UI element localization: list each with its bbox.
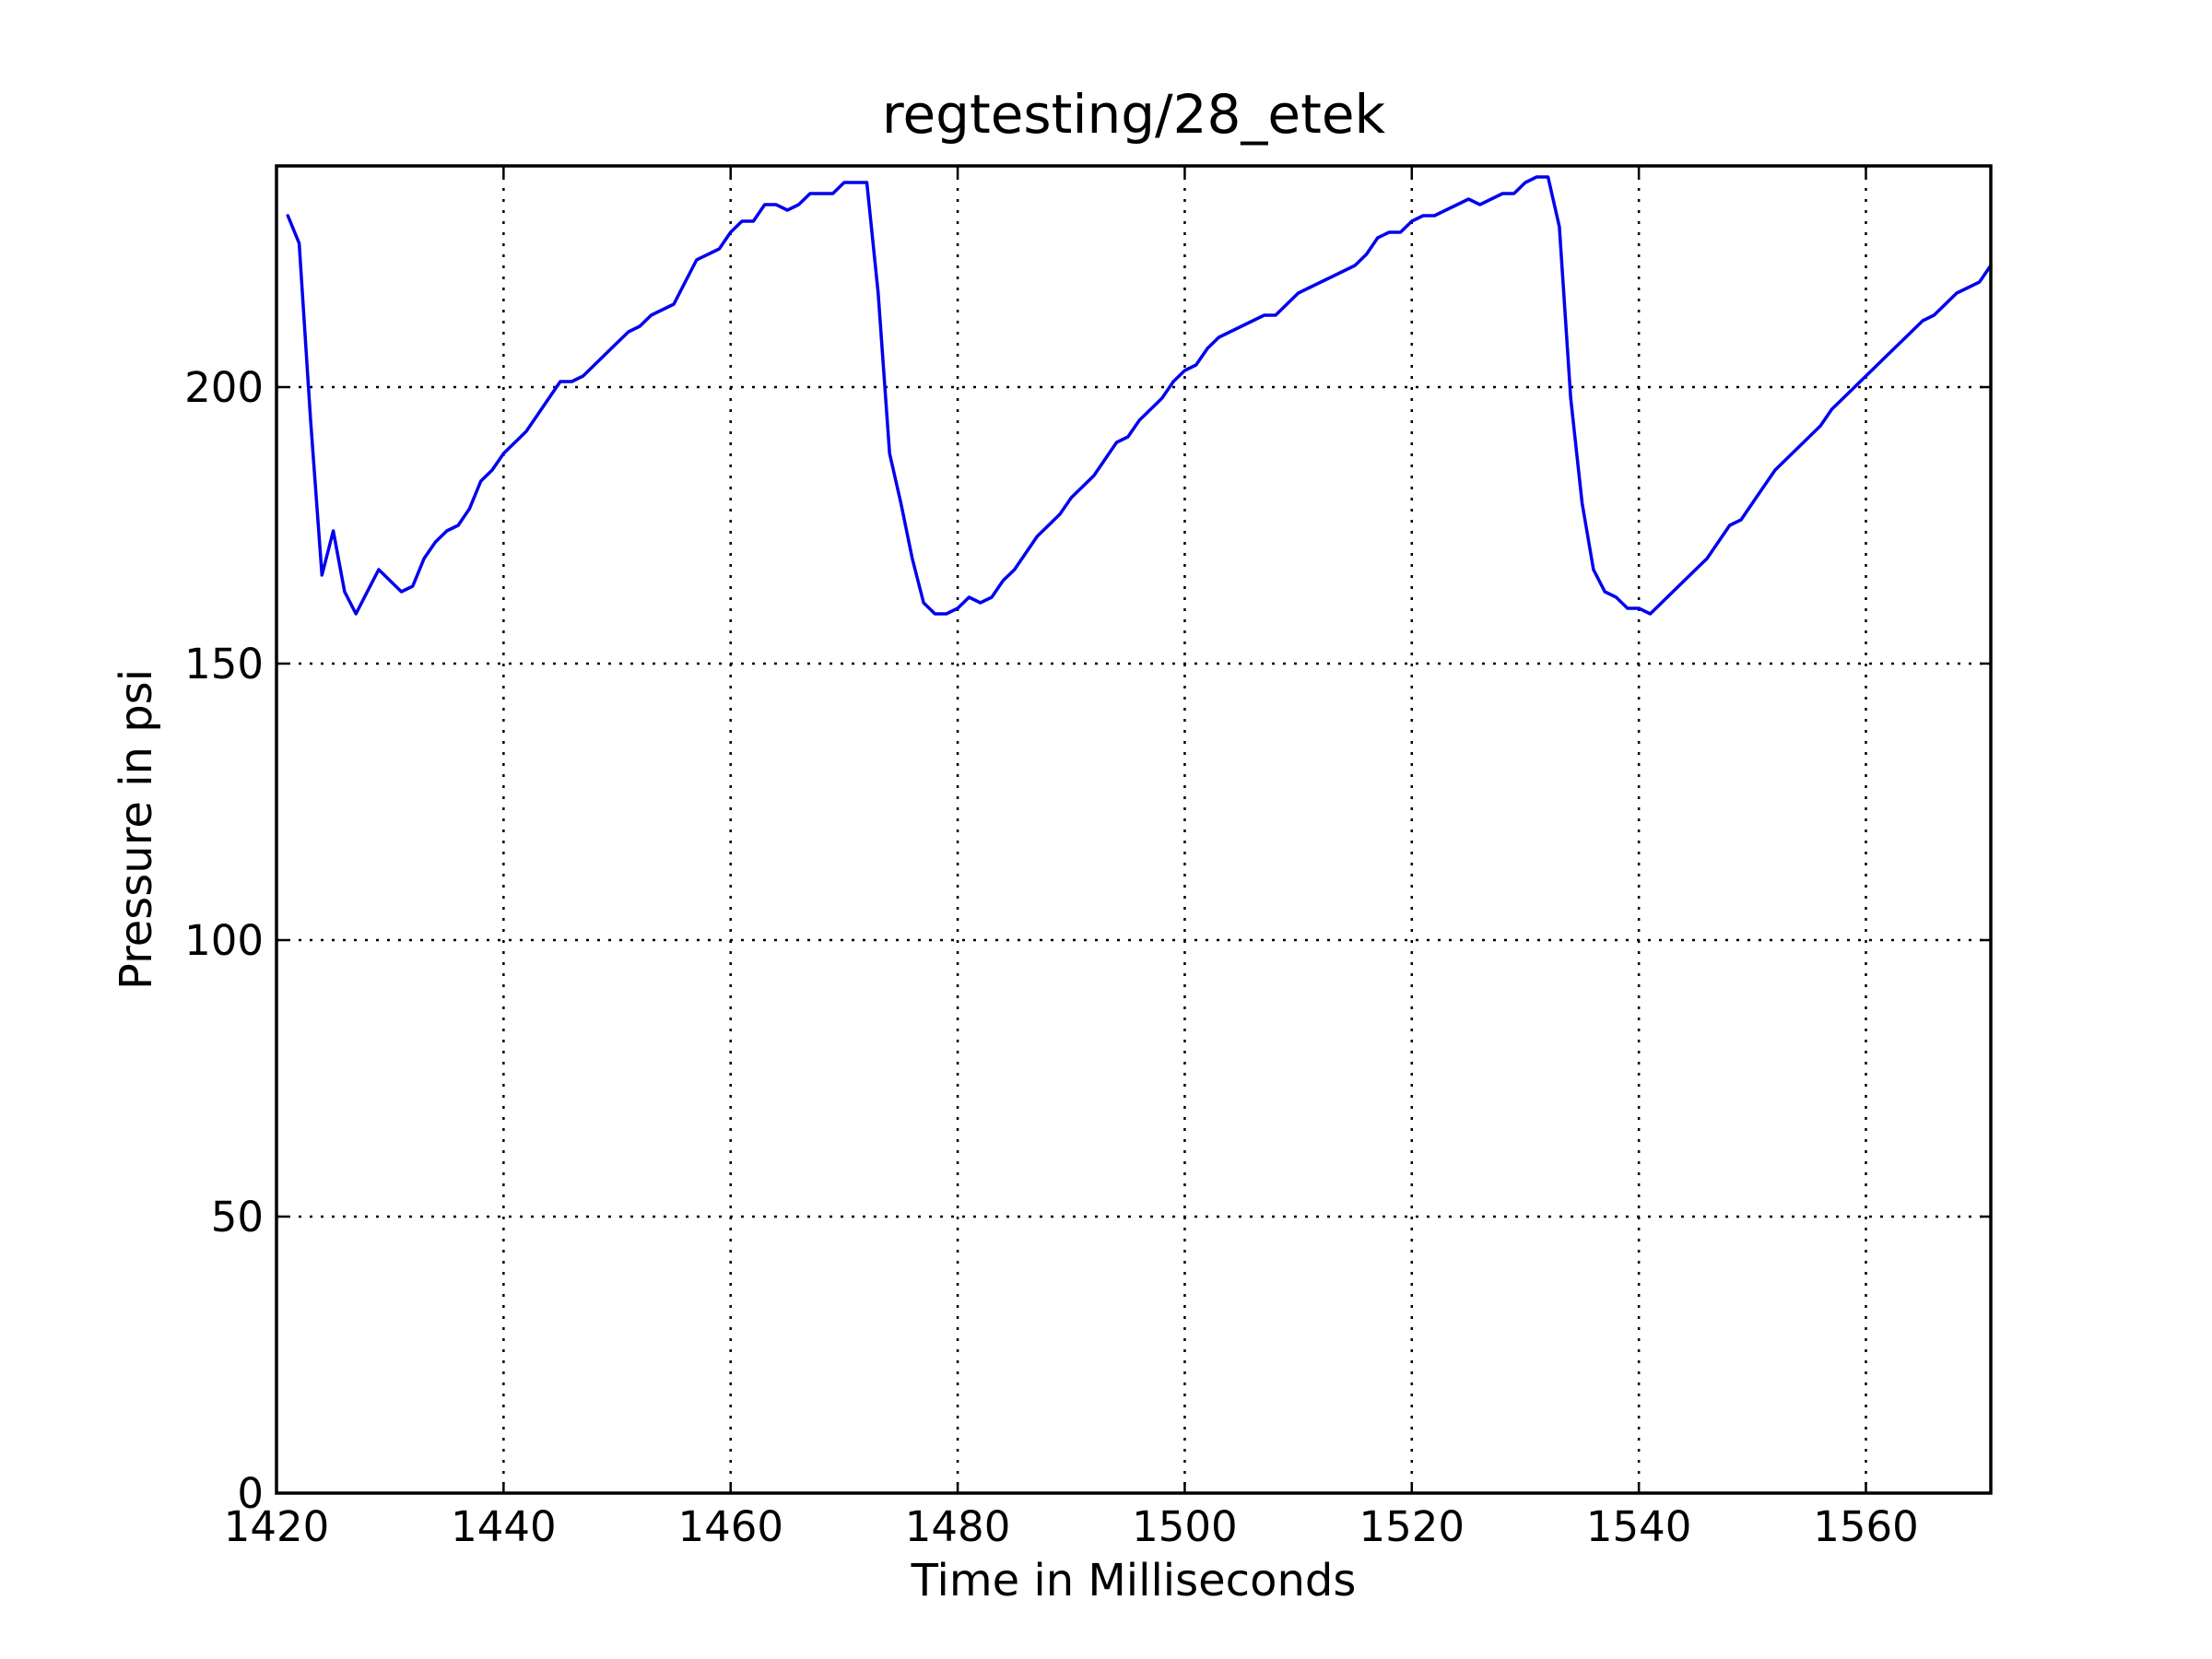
chart-title: regtesting/28_etek bbox=[882, 83, 1386, 146]
x-tick-label: 1440 bbox=[451, 1502, 557, 1551]
y-tick-label: 200 bbox=[184, 363, 264, 412]
x-axis-label: Time in Milliseconds bbox=[911, 1555, 1357, 1606]
y-tick-label: 50 bbox=[211, 1193, 264, 1241]
y-tick-label: 150 bbox=[184, 640, 264, 688]
grid-lines bbox=[276, 166, 1991, 1493]
x-tick-label: 1460 bbox=[677, 1502, 783, 1551]
pressure-series-line bbox=[286, 175, 1993, 616]
series-layer bbox=[286, 175, 1993, 616]
y-tick-label: 0 bbox=[237, 1469, 264, 1518]
x-tick-label: 1480 bbox=[905, 1502, 1011, 1551]
x-tick-label: 1540 bbox=[1586, 1502, 1692, 1551]
x-tick-label: 1420 bbox=[224, 1502, 330, 1551]
y-tick-label: 100 bbox=[184, 916, 264, 965]
x-tick-label: 1560 bbox=[1813, 1502, 1919, 1551]
x-tick-label: 1520 bbox=[1359, 1502, 1465, 1551]
x-tick-label: 1500 bbox=[1132, 1502, 1238, 1551]
plot-frame bbox=[275, 164, 1993, 1495]
y-axis-label: Pressure in psi bbox=[111, 669, 162, 990]
axis-ticks: 1420 1440 1460 1480 1500 1520 1540 1560 0 50 100 15… bbox=[184, 166, 1991, 1551]
